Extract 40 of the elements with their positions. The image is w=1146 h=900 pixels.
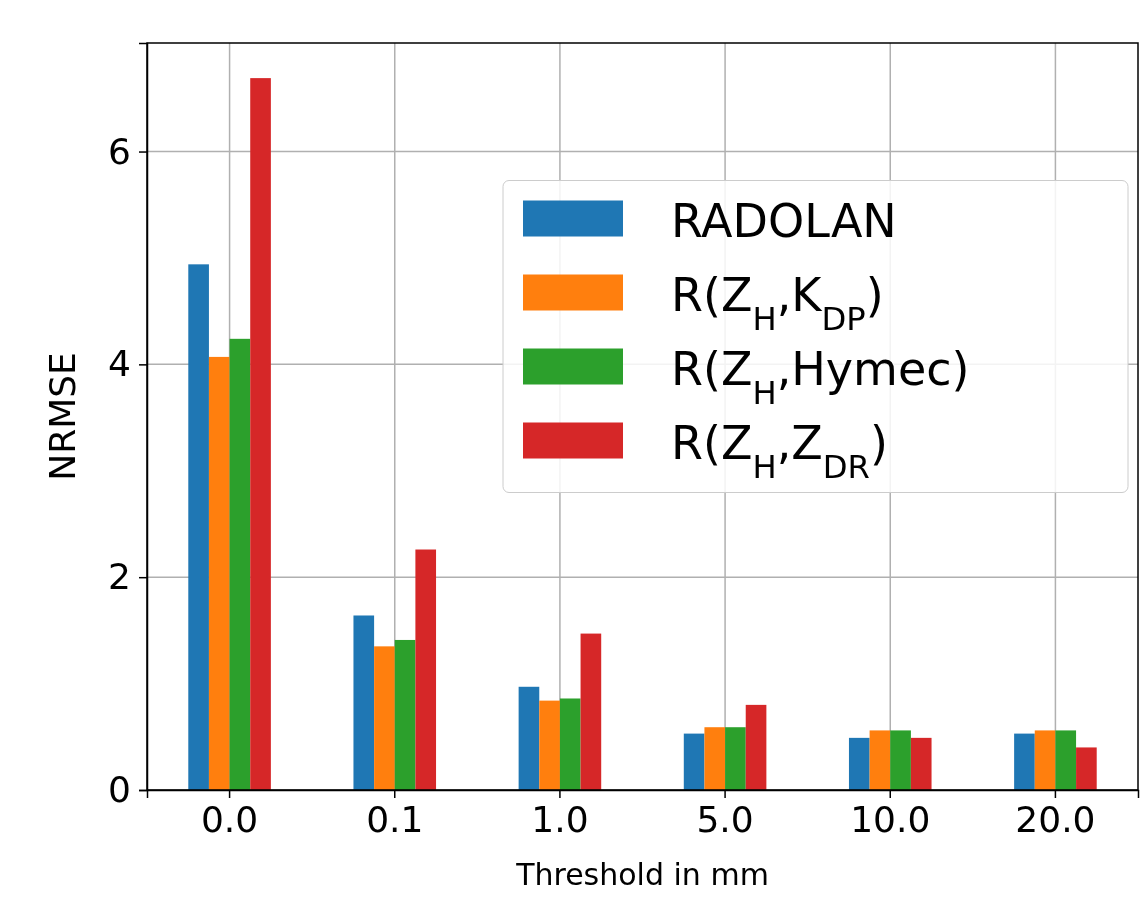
x-tick-label: 0.0 [200,798,259,840]
legend-label: R(Z$_{H}$,Hymec) [671,341,970,412]
x-tick-label: 5.0 [696,798,754,840]
bar [890,730,911,790]
bar [188,264,209,790]
bar [704,727,726,790]
bar [539,700,560,790]
bar [869,730,891,790]
bar [559,698,581,790]
bar [415,549,437,790]
legend-label: RADOLAN [671,193,897,248]
bar [1076,747,1097,790]
bar [910,737,932,790]
x-tick-label: 1.0 [531,798,589,840]
bar [580,633,602,790]
bar [725,727,746,790]
legend-label: R(Z$_{H}$,K$_{DP}$) [671,267,884,338]
bar [229,338,251,790]
bar [394,639,416,790]
bar [1034,730,1056,790]
y-tick-label: 6 [108,130,131,172]
x-axis-title: Threshold in mm [515,857,769,892]
bar [374,646,395,790]
bar [1055,730,1077,790]
legend-label: R(Z$_{H}$,Z$_{DR}$) [671,415,888,486]
bar [208,356,230,790]
y-axis-title: NRMSE [42,352,83,481]
x-tick-label: 0.1 [366,798,424,840]
bar [745,704,767,790]
y-tick-label: 2 [108,556,131,598]
bar [683,733,705,790]
bar [353,615,375,790]
x-tick-label: 10.0 [850,798,931,840]
y-tick-label: 0 [108,769,131,811]
x-tick-label: 20.0 [1015,798,1096,840]
bar [1014,733,1035,790]
bar [518,686,540,790]
y-tick-label: 4 [108,343,131,385]
bar [848,737,870,790]
bar [250,78,271,790]
